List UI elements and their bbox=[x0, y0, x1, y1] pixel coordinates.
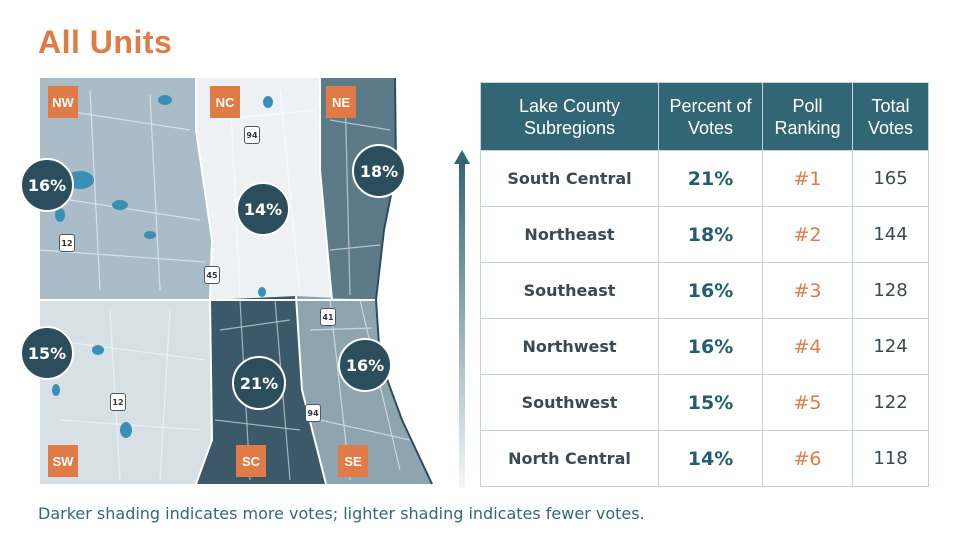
region-percent-sc: 21% bbox=[232, 356, 286, 410]
cell-votes: 128 bbox=[852, 262, 929, 319]
cell-percent: 16% bbox=[658, 318, 763, 375]
cell-region: Northwest bbox=[480, 318, 659, 375]
col-header-ranking: Poll Ranking bbox=[762, 82, 853, 151]
road-shield-icon: 12 bbox=[110, 393, 126, 411]
table-row: Northeast 18% #2 144 bbox=[480, 206, 929, 263]
cell-percent: 14% bbox=[658, 430, 763, 487]
cell-votes: 144 bbox=[852, 206, 929, 263]
page-title: All Units bbox=[38, 24, 173, 60]
cell-rank: #3 bbox=[762, 262, 853, 319]
cell-rank: #1 bbox=[762, 150, 853, 207]
road-shield-icon: 41 bbox=[320, 308, 336, 326]
cell-rank: #4 bbox=[762, 318, 853, 375]
region-percent-nw: 16% bbox=[20, 158, 74, 212]
cell-region: North Central bbox=[480, 430, 659, 487]
region-label-ne: NE bbox=[326, 86, 356, 118]
table-row: Southeast 16% #3 128 bbox=[480, 262, 929, 319]
region-label-sc: SC bbox=[236, 445, 266, 477]
road-shield-icon: 45 bbox=[204, 266, 220, 284]
region-label-nw: NW bbox=[48, 86, 78, 118]
cell-percent: 18% bbox=[658, 206, 763, 263]
table-row: Northwest 16% #4 124 bbox=[480, 318, 929, 375]
footnote: Darker shading indicates more votes; lig… bbox=[38, 504, 645, 523]
subregion-votes-table: Lake County Subregions Percent of Votes … bbox=[480, 82, 929, 487]
table-header-row: Lake County Subregions Percent of Votes … bbox=[480, 82, 929, 151]
region-percent-ne: 18% bbox=[352, 144, 406, 198]
region-label-se: SE bbox=[338, 445, 368, 477]
cell-votes: 118 bbox=[852, 430, 929, 487]
cell-percent: 21% bbox=[658, 150, 763, 207]
region-percent-se: 16% bbox=[338, 338, 392, 392]
cell-votes: 124 bbox=[852, 318, 929, 375]
col-header-votes: Total Votes bbox=[852, 82, 929, 151]
col-header-subregion: Lake County Subregions bbox=[480, 82, 659, 151]
ranking-arrow-icon bbox=[454, 150, 470, 490]
cell-percent: 16% bbox=[658, 262, 763, 319]
road-shield-icon: 94 bbox=[305, 404, 321, 422]
table-row: Southwest 15% #5 122 bbox=[480, 374, 929, 431]
road-shield-icon: 12 bbox=[59, 234, 75, 252]
region-label-nc: NC bbox=[210, 86, 240, 118]
cell-percent: 15% bbox=[658, 374, 763, 431]
cell-region: Northeast bbox=[480, 206, 659, 263]
cell-rank: #2 bbox=[762, 206, 853, 263]
table-row: South Central 21% #1 165 bbox=[480, 150, 929, 207]
table-row: North Central 14% #6 118 bbox=[480, 430, 929, 487]
cell-votes: 165 bbox=[852, 150, 929, 207]
cell-region: Southeast bbox=[480, 262, 659, 319]
cell-region: South Central bbox=[480, 150, 659, 207]
region-percent-nc: 14% bbox=[236, 182, 290, 236]
cell-votes: 122 bbox=[852, 374, 929, 431]
road-shield-icon: 94 bbox=[244, 126, 260, 144]
map-region-nw bbox=[40, 78, 212, 300]
col-header-percent: Percent of Votes bbox=[658, 82, 763, 151]
county-map: NW NC NE SW SC SE 16% 14% 18% 15% 21% 16… bbox=[0, 0, 440, 500]
region-percent-sw: 15% bbox=[20, 326, 74, 380]
cell-rank: #6 bbox=[762, 430, 853, 487]
region-label-sw: SW bbox=[48, 445, 78, 477]
cell-rank: #5 bbox=[762, 374, 853, 431]
cell-region: Southwest bbox=[480, 374, 659, 431]
map-region-sw bbox=[40, 300, 212, 484]
